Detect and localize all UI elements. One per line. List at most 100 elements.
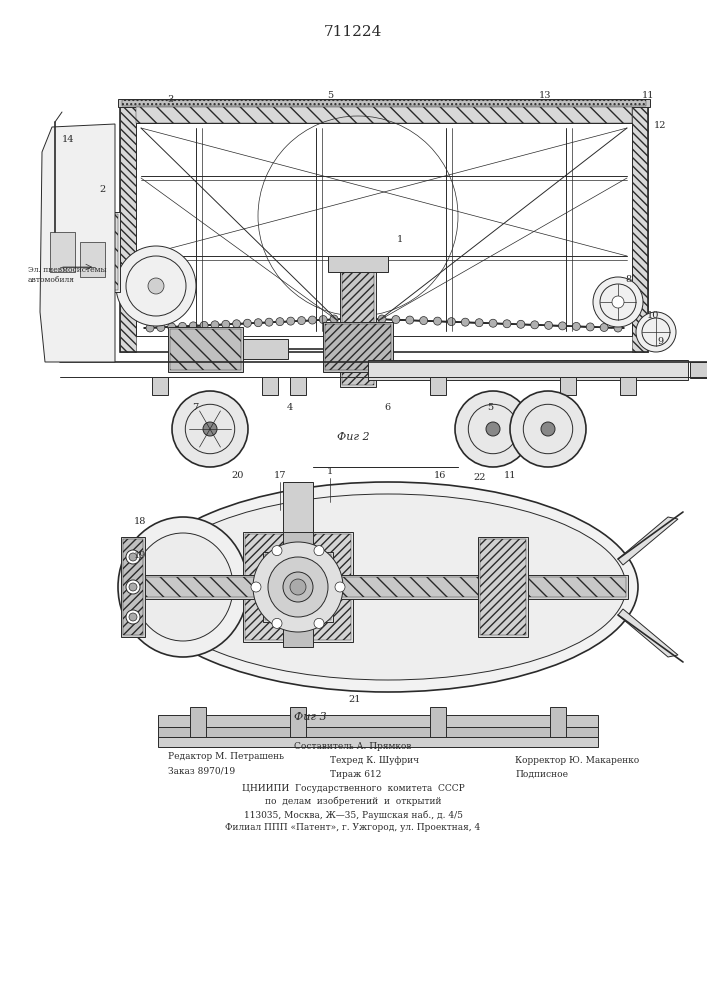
Text: Заказ 8970/19: Заказ 8970/19 <box>168 766 235 775</box>
Text: 9: 9 <box>657 338 663 347</box>
Circle shape <box>265 318 273 326</box>
Circle shape <box>290 579 306 595</box>
Bar <box>325 324 391 370</box>
Circle shape <box>335 582 345 592</box>
Circle shape <box>503 320 511 328</box>
Bar <box>265 554 331 620</box>
Circle shape <box>276 318 284 326</box>
Text: 11: 11 <box>504 472 516 481</box>
Circle shape <box>475 319 483 327</box>
Bar <box>123 539 143 635</box>
Text: 18: 18 <box>134 518 146 526</box>
Circle shape <box>189 322 197 330</box>
Circle shape <box>157 323 165 331</box>
Circle shape <box>148 278 164 294</box>
Bar <box>70 212 120 292</box>
Polygon shape <box>368 319 624 328</box>
Circle shape <box>222 320 230 328</box>
Text: 17: 17 <box>274 472 286 481</box>
Text: Подписное: Подписное <box>515 770 568 779</box>
Circle shape <box>200 321 208 329</box>
Bar <box>121 537 145 637</box>
Bar <box>263 552 333 622</box>
Text: автомобиля: автомобиля <box>28 276 75 284</box>
Circle shape <box>116 246 196 326</box>
Bar <box>158 737 598 747</box>
Circle shape <box>178 322 187 330</box>
Bar <box>550 707 566 737</box>
Bar <box>170 329 241 370</box>
Bar <box>136 107 632 123</box>
Text: Эл. пневмосистемы: Эл. пневмосистемы <box>28 266 107 274</box>
Circle shape <box>129 553 137 561</box>
Circle shape <box>308 316 316 324</box>
Text: 3: 3 <box>167 96 173 104</box>
Text: 12: 12 <box>654 120 666 129</box>
Bar <box>283 527 313 647</box>
Text: 113035, Москва, Ж—35, Раушская наб., д. 4/5: 113035, Москва, Ж—35, Раушская наб., д. … <box>243 810 462 820</box>
Circle shape <box>146 324 154 332</box>
Text: 6: 6 <box>384 402 390 412</box>
Circle shape <box>586 323 595 331</box>
Text: 1: 1 <box>397 235 403 244</box>
Bar <box>480 539 526 635</box>
Circle shape <box>268 557 328 617</box>
Circle shape <box>614 324 622 332</box>
Circle shape <box>544 321 553 329</box>
Bar <box>245 534 351 640</box>
Circle shape <box>600 323 608 331</box>
Text: 22: 22 <box>474 474 486 483</box>
Text: 1: 1 <box>327 468 333 477</box>
Circle shape <box>420 317 428 325</box>
Circle shape <box>314 546 324 556</box>
Text: Фиг 3: Фиг 3 <box>293 712 327 722</box>
Polygon shape <box>618 517 678 565</box>
Circle shape <box>319 316 327 324</box>
Polygon shape <box>144 319 348 328</box>
Circle shape <box>251 582 261 592</box>
Circle shape <box>433 317 442 325</box>
Circle shape <box>541 422 555 436</box>
Bar <box>690 362 707 378</box>
Bar <box>72 214 118 290</box>
Ellipse shape <box>138 482 638 692</box>
Circle shape <box>243 319 252 327</box>
Circle shape <box>283 572 313 602</box>
Bar <box>283 482 313 532</box>
Text: 711224: 711224 <box>324 25 382 39</box>
Circle shape <box>573 322 580 330</box>
Circle shape <box>531 321 539 329</box>
Text: Фиг 2: Фиг 2 <box>337 432 369 442</box>
Text: 2: 2 <box>99 186 105 194</box>
Text: Филиал ППП «Патент», г. Ужгород, ул. Проектная, 4: Филиал ППП «Патент», г. Ужгород, ул. Про… <box>226 823 481 832</box>
Circle shape <box>559 322 566 330</box>
Bar <box>120 107 136 352</box>
Text: Редактор М. Петрашень: Редактор М. Петрашень <box>168 752 284 761</box>
Bar <box>122 100 646 106</box>
Text: Корректор Ю. Макаренко: Корректор Ю. Макаренко <box>515 756 639 765</box>
Bar <box>342 266 374 385</box>
Circle shape <box>298 317 305 325</box>
Bar <box>323 322 393 372</box>
Circle shape <box>172 391 248 467</box>
Text: ЦНИИПИ  Государственного  комитета  СССР: ЦНИИПИ Государственного комитета СССР <box>242 784 464 793</box>
Ellipse shape <box>150 494 626 680</box>
Circle shape <box>272 546 282 556</box>
Text: 4: 4 <box>287 402 293 412</box>
Circle shape <box>126 610 140 624</box>
Text: по  делам  изобретений  и  открытий: по делам изобретений и открытий <box>264 797 441 806</box>
Circle shape <box>129 583 137 591</box>
Bar <box>290 707 306 737</box>
Polygon shape <box>40 124 115 362</box>
Polygon shape <box>618 609 678 657</box>
Bar <box>152 377 168 395</box>
Bar <box>560 377 576 395</box>
Bar <box>190 707 206 737</box>
Text: 7: 7 <box>192 402 198 412</box>
Circle shape <box>255 319 262 327</box>
Bar <box>632 107 648 352</box>
Circle shape <box>392 316 400 324</box>
Circle shape <box>203 422 217 436</box>
Bar <box>620 377 636 395</box>
Ellipse shape <box>133 533 233 641</box>
